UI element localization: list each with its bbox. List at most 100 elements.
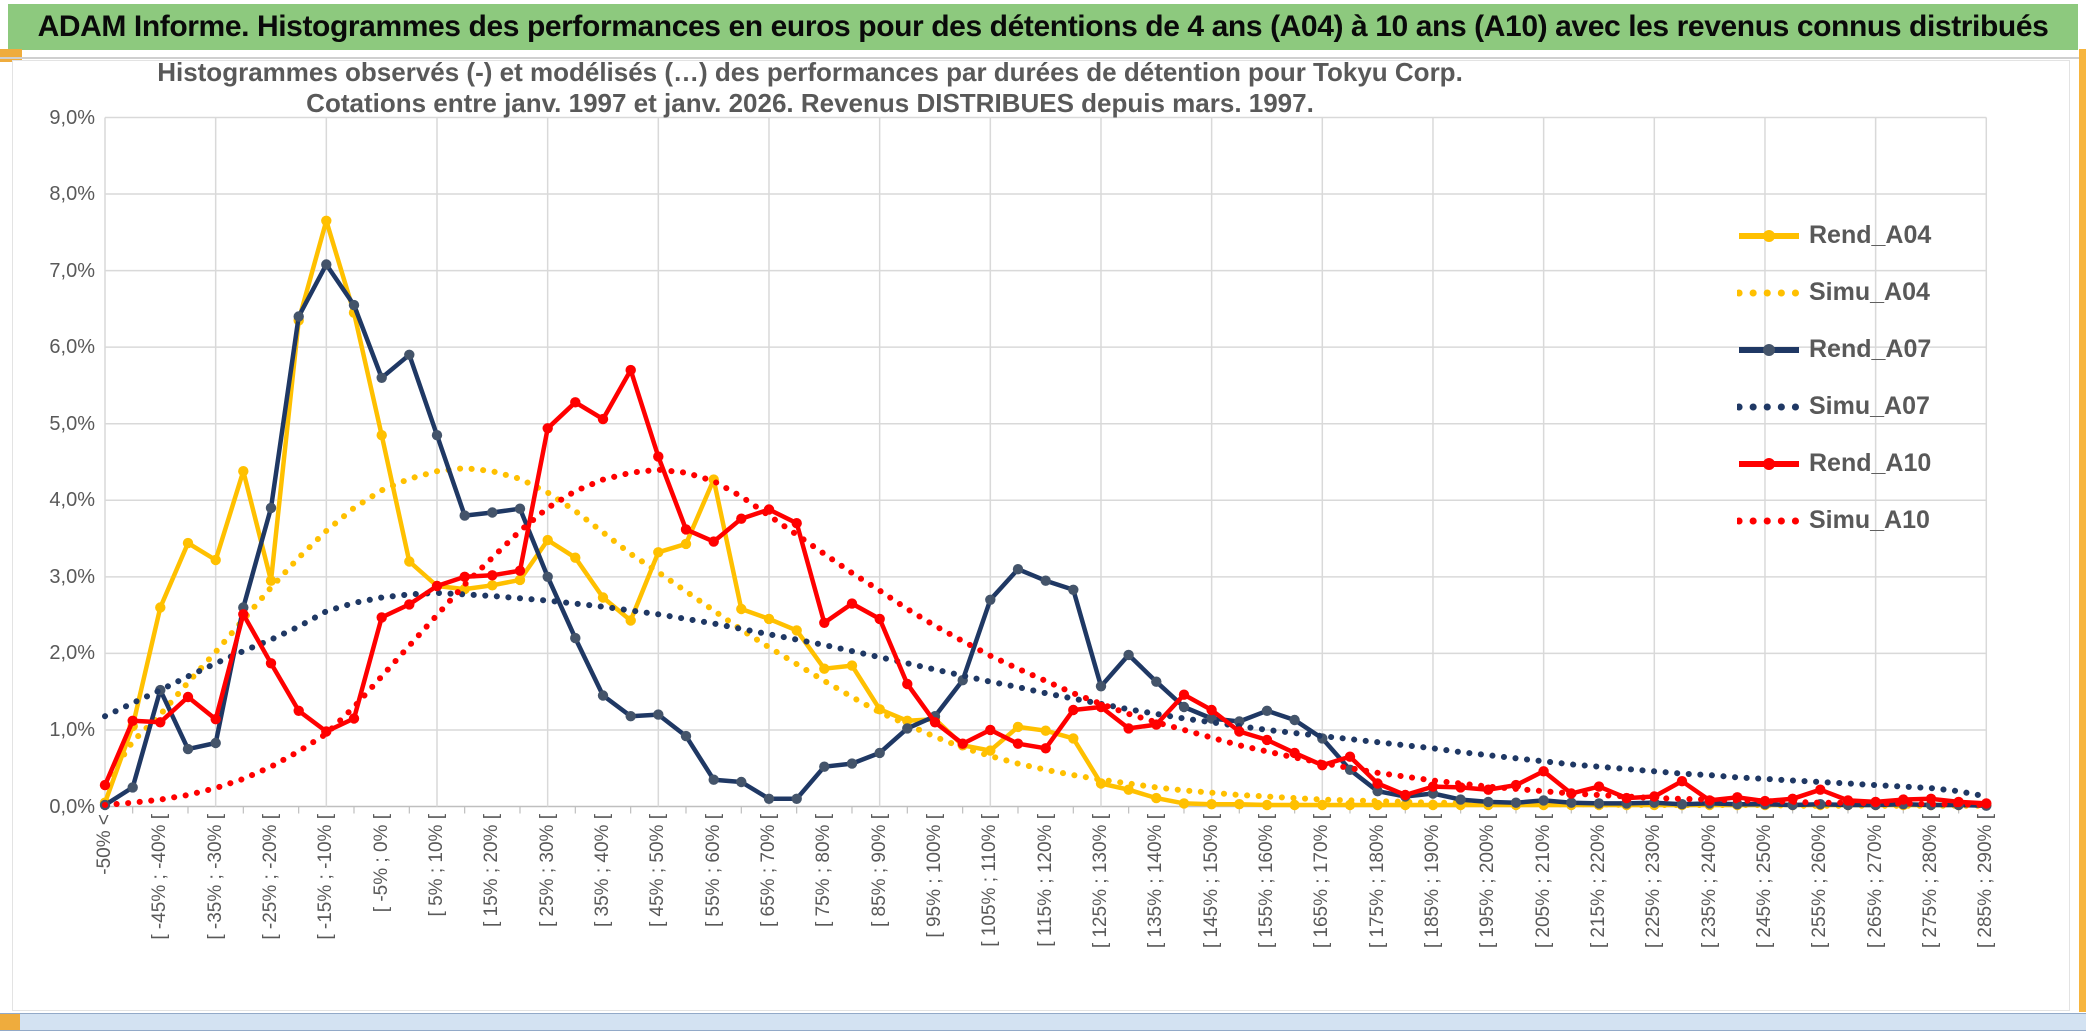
series-rend_a10-marker <box>1400 789 1411 801</box>
series-rend_a04-marker <box>570 552 581 563</box>
series-rend_a10-marker <box>957 738 968 749</box>
series-rend_a07-marker <box>459 510 470 521</box>
legend-sample-dotted <box>1737 403 1801 410</box>
x-tick-label: [ 5% ; 10% [ <box>425 814 447 917</box>
series-rend_a04-marker <box>376 430 387 441</box>
series-rend_a04-marker <box>210 554 221 566</box>
gold-strip-right <box>2079 49 2086 1012</box>
series-rend_a10-marker <box>1012 738 1024 749</box>
series-rend_a10-marker <box>1759 795 1771 807</box>
legend-entry-rend_a07[interactable]: Rend_A07 <box>1737 321 1931 378</box>
legend[interactable]: Rend_A04 Simu_A04 Rend_A07 Simu_A07 Rend_A10… <box>1737 207 1931 549</box>
series-rend_a10-marker <box>487 570 498 581</box>
series-rend_a07-marker <box>1151 676 1162 687</box>
y-tick-label: 4,0% <box>49 489 95 512</box>
legend-entry-rend_a04[interactable]: Rend_A04 <box>1737 207 1931 264</box>
series-rend_a07-marker <box>1593 798 1605 809</box>
x-tick-label: [ -45% ; -40% [ <box>149 814 171 940</box>
series-rend_a10-marker <box>985 724 996 736</box>
series-rend_a07-marker <box>791 793 802 804</box>
series-rend_a10-marker <box>155 717 166 728</box>
series-rend_a07-marker <box>819 761 830 772</box>
series-rend_a10-marker <box>680 524 692 535</box>
legend-entry-simu_a07[interactable]: Simu_A07 <box>1737 378 1931 435</box>
series-rend_a10-marker <box>1344 751 1356 762</box>
legend-label: Simu_A10 <box>1809 506 1930 534</box>
series-rend_a07-marker <box>763 793 775 804</box>
series-rend_a10-marker <box>404 599 415 610</box>
bottom-scrollbar[interactable] <box>0 1013 2086 1031</box>
series-rend_a10-marker <box>1815 784 1826 795</box>
series-rend_a04-marker <box>1178 798 1190 809</box>
series-rend_a10-marker <box>1261 734 1273 746</box>
legend-label: Rend_A10 <box>1809 449 1932 477</box>
x-tick-label: -50% < <box>94 814 115 875</box>
series-rend_a07-marker <box>431 430 443 441</box>
x-tick-label: [ 245% ; 250% [ <box>1753 814 1775 949</box>
series-rend_a04-marker <box>653 547 664 558</box>
series-rend_a04-marker <box>846 660 858 671</box>
series-rend_a10-marker <box>542 423 553 434</box>
series-rend_a07-marker <box>265 502 277 514</box>
series-rend_a04-marker <box>487 580 498 591</box>
banner-title: ADAM Informe. Histogrammes des performan… <box>37 10 2049 43</box>
series-rend_a10-line[interactable] <box>102 367 1989 806</box>
legend-label: Simu_A07 <box>1809 392 1930 420</box>
x-tick-label: [ 55% ; 60% [ <box>702 814 724 928</box>
series-rend_a07-marker <box>736 776 747 788</box>
series-rend_a04-marker <box>985 745 996 756</box>
x-tick-label: [ 185% ; 190% [ <box>1421 814 1443 949</box>
x-tick-label: [ 25% ; 30% [ <box>536 814 558 928</box>
gold-accent-bottomleft <box>0 1014 20 1030</box>
series-rend_a10-marker <box>238 609 249 620</box>
y-tick-label: 9,0% <box>49 106 95 129</box>
series-rend_a07-marker <box>1483 796 1494 808</box>
chart-area[interactable] <box>12 60 2070 1011</box>
x-tick-label: [ 45% ; 50% [ <box>647 814 669 928</box>
series-rend_a07-marker <box>1510 797 1522 808</box>
x-tick-label: [ 95% ; 100% [ <box>923 814 945 938</box>
series-rend_a04-marker <box>182 537 194 549</box>
y-tick-label: 3,0% <box>49 565 95 588</box>
x-tick-label: [ 155% ; 160% [ <box>1255 814 1277 949</box>
series-rend_a07-marker <box>874 747 885 759</box>
legend-label: Simu_A04 <box>1809 278 1930 306</box>
x-tick-label: [ -35% ; -30% [ <box>204 814 226 940</box>
legend-sample-dotted <box>1737 289 1801 296</box>
y-tick-label: 0,0% <box>49 795 95 818</box>
y-tick-label: 2,0% <box>49 642 95 665</box>
series-rend_a07-marker <box>348 299 360 311</box>
series-rend_a04-marker <box>1206 799 1217 810</box>
series-rend_a07-marker <box>680 730 692 742</box>
series-simu_a04-dotted-line[interactable] <box>102 465 1990 809</box>
series-rend_a10-marker <box>127 715 138 726</box>
series-rend_a10-marker <box>459 571 470 582</box>
legend-entry-simu_a04[interactable]: Simu_A04 <box>1737 264 1931 321</box>
series-rend_a04-marker <box>404 556 415 567</box>
series-rend_a04-marker <box>155 602 166 613</box>
legend-entry-rend_a10[interactable]: Rend_A10 <box>1737 435 1931 492</box>
series-simu_a07-dotted-line[interactable] <box>102 589 1990 800</box>
series-rend_a07-marker <box>708 774 719 785</box>
x-tick-label: [ 15% ; 20% [ <box>481 814 503 928</box>
series-rend_a07-marker <box>846 758 858 769</box>
series-rend_a04-marker <box>625 615 636 626</box>
x-tick-label: [ 275% ; 280% [ <box>1919 814 1941 949</box>
series-rend_a07-marker <box>210 737 221 749</box>
series-rend_a04-marker <box>819 663 830 674</box>
series-rend_a07-marker <box>1040 575 1051 586</box>
series-rend_a10-marker <box>1676 776 1688 787</box>
series-simu_a10-dotted-line[interactable] <box>102 466 1990 808</box>
y-tick-label: 1,0% <box>49 718 95 741</box>
series-rend_a10-marker <box>1206 704 1217 716</box>
series-rend_a10-marker <box>348 713 360 724</box>
series-rend_a10-marker <box>791 518 802 529</box>
series-rend_a07-line[interactable] <box>102 262 1989 808</box>
series-rend_a10-marker <box>1123 723 1134 734</box>
series-rend_a10-marker <box>1538 766 1549 777</box>
series-rend_a04-line[interactable] <box>102 218 1989 808</box>
x-tick-label: [ 35% ; 40% [ <box>591 814 613 928</box>
legend-sample-solid <box>1739 343 1799 356</box>
series-rend_a10-marker <box>708 536 719 547</box>
legend-entry-simu_a10[interactable]: Simu_A10 <box>1737 492 1931 549</box>
